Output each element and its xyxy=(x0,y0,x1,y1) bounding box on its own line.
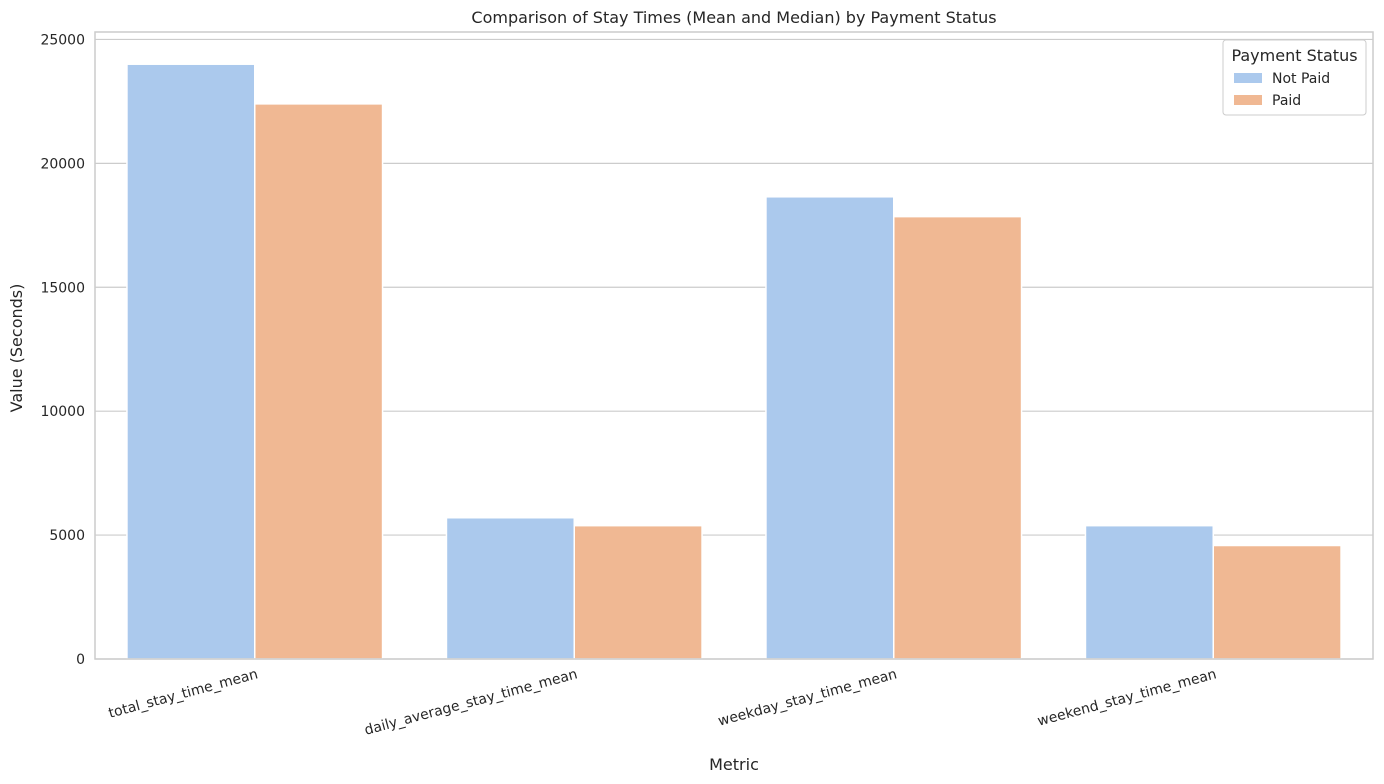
bar-paid-weekday_stay_time_mean xyxy=(893,215,1023,660)
bar-paid-daily_average_stay_time_mean xyxy=(573,524,703,660)
bar-not-paid-weekday_stay_time_mean xyxy=(765,196,895,660)
legend: Payment Status Not Paid Paid xyxy=(1222,39,1367,116)
x-tick-label-daily_average_stay_time_mean: daily_average_stay_time_mean xyxy=(363,666,579,738)
x-tick-labels: total_stay_time_mean daily_average_stay_t… xyxy=(107,666,1218,738)
plot-border xyxy=(94,31,1374,660)
chart-title: Comparison of Stay Times (Mean and Media… xyxy=(471,8,996,27)
legend-title: Payment Status xyxy=(1231,46,1357,65)
bar-paid-weekend_stay_time_mean xyxy=(1212,544,1342,660)
legend-swatch-paid xyxy=(1234,95,1262,105)
plot-frame xyxy=(94,31,1374,660)
bar-not-paid-weekend_stay_time_mean xyxy=(1084,524,1214,660)
y-axis-label: Value (Seconds) xyxy=(7,284,26,413)
legend-swatch-not-paid xyxy=(1234,73,1262,83)
x-tick-label-total_stay_time_mean: total_stay_time_mean xyxy=(107,666,260,721)
legend-label-paid: Paid xyxy=(1272,93,1301,109)
y-tick-label-15000: 15000 xyxy=(40,280,85,296)
y-tick-label-25000: 25000 xyxy=(40,32,85,48)
x-axis-label: Metric xyxy=(709,755,759,774)
y-tick-label-20000: 20000 xyxy=(40,156,85,172)
bars xyxy=(126,63,1342,660)
x-tick-label-weekday_stay_time_mean: weekday_stay_time_mean xyxy=(716,666,898,729)
y-tick-label-0: 0 xyxy=(76,652,85,668)
bar-not-paid-total_stay_time_mean xyxy=(126,63,256,660)
bar-not-paid-daily_average_stay_time_mean xyxy=(445,516,576,660)
x-tick-label-weekend_stay_time_mean: weekend_stay_time_mean xyxy=(1036,666,1218,729)
bar-paid-total_stay_time_mean xyxy=(254,103,384,660)
y-tick-label-10000: 10000 xyxy=(40,404,85,420)
legend-label-not-paid: Not Paid xyxy=(1272,71,1330,87)
y-tick-label-5000: 5000 xyxy=(49,528,85,544)
y-tick-labels: 0 5000 10000 15000 20000 25000 xyxy=(40,32,85,668)
